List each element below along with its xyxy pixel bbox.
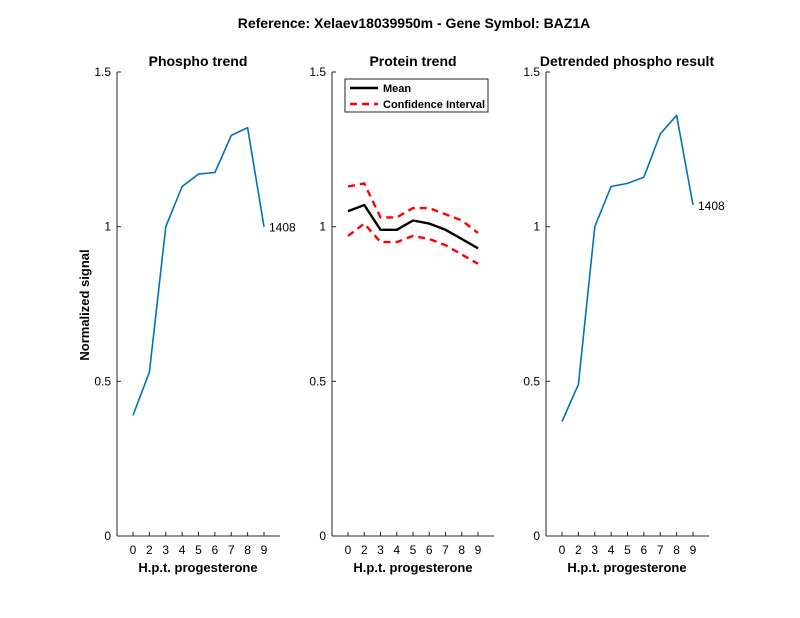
x-tick-label: 2: [575, 543, 582, 557]
x-tick-label: 6: [426, 543, 433, 557]
y-tick-label: 1.5: [523, 65, 540, 79]
x-tick-label: 5: [195, 543, 202, 557]
x-tick-label: 4: [393, 543, 400, 557]
figure-title: Reference: Xelaev18039950m - Gene Symbol…: [238, 15, 591, 31]
y-tick-label: 0: [533, 529, 540, 543]
ci-upper-line: [347, 182, 479, 234]
axes: 00.511.50 2 3 4 5 6 7 8 9: [523, 65, 709, 557]
y-tick-label: 0.5: [523, 374, 540, 388]
x-tick-label: 7: [657, 543, 664, 557]
x-tick-label: 7: [442, 543, 449, 557]
series-line: [132, 126, 265, 416]
x-tick-label: 9: [475, 543, 482, 557]
legend-box: [344, 78, 489, 113]
x-tick-label: 3: [162, 543, 169, 557]
x-tick-label: 4: [608, 543, 615, 557]
x-tick-label: 6: [212, 543, 219, 557]
x-tick-label: 7: [228, 543, 235, 557]
y-tick-label: 0: [319, 529, 326, 543]
ci-lower-line: [347, 222, 479, 265]
x-tick-label: 0: [130, 543, 137, 557]
y-tick-label: 1: [104, 220, 111, 234]
x-tick-label: 9: [261, 543, 268, 557]
x-tick-label: 2: [146, 543, 153, 557]
x-tick-label: 3: [591, 543, 598, 557]
y-tick-label: 0.5: [94, 374, 111, 388]
plot-area: 1408: [561, 114, 725, 422]
legend-label-ci: Confidence Interval: [383, 99, 485, 111]
x-axis-label: H.p.t. progesterone: [138, 560, 257, 575]
x-tick-label: 0: [345, 543, 352, 557]
x-axis-label: H.p.t. progesterone: [353, 560, 472, 575]
x-tick-label: 2: [361, 543, 368, 557]
plot-area: [347, 182, 479, 265]
axes: 00.511.50 2 3 4 5 6 7 8 9: [309, 65, 494, 557]
panel-title: Detrended phospho result: [540, 53, 715, 69]
panel-phospho-trend: Phospho trend 00.511.50 2 3 4 5 6 7 8 9 1408 H.p…: [94, 53, 296, 575]
y-tick-label: 1.5: [309, 65, 326, 79]
x-tick-label: 4: [179, 543, 186, 557]
x-tick-label: 8: [673, 543, 680, 557]
y-tick-label: 1.5: [94, 65, 111, 79]
axes: 00.511.50 2 3 4 5 6 7 8 9: [94, 65, 280, 557]
y-tick-label: 0: [104, 529, 111, 543]
x-tick-label: 3: [377, 543, 384, 557]
legend: Mean Confidence Interval: [344, 78, 489, 113]
mean-line: [347, 203, 479, 250]
panel-protein-trend: Protein trend 00.511.50 2 3 4 5 6 7 8 9 H.p.t. p…: [309, 53, 494, 575]
panel-detrended-phospho: Detrended phospho result 00.511.50 2 3 4 5 6 7…: [523, 53, 725, 575]
legend-label-mean: Mean: [383, 83, 411, 95]
x-tick-label: 8: [244, 543, 251, 557]
series-end-label: 1408: [269, 221, 296, 235]
x-tick-label: 5: [410, 543, 417, 557]
y-tick-label: 1: [319, 220, 326, 234]
plot-area: 1408: [132, 126, 296, 416]
x-tick-label: 0: [559, 543, 566, 557]
panel-title: Phospho trend: [149, 53, 248, 69]
y-tick-label: 1: [533, 220, 540, 234]
y-tick-label: 0.5: [309, 374, 326, 388]
x-tick-label: 8: [458, 543, 465, 557]
y-axis-label: Normalized signal: [77, 249, 92, 360]
panel-title: Protein trend: [369, 53, 456, 69]
series-end-label: 1408: [698, 199, 725, 213]
x-tick-label: 5: [624, 543, 631, 557]
x-tick-label: 9: [690, 543, 697, 557]
series-line: [561, 114, 694, 422]
x-axis-label: H.p.t. progesterone: [567, 560, 686, 575]
x-tick-label: 6: [641, 543, 648, 557]
